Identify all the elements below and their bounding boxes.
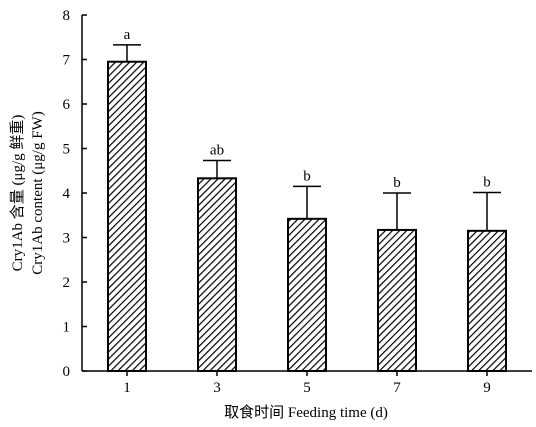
bar-3	[377, 228, 417, 372]
y-tick-label-5: 5	[63, 142, 71, 158]
bar-1	[197, 177, 237, 372]
bar-2	[287, 217, 327, 372]
significance-label-3: b	[393, 175, 401, 191]
significance-label-0: a	[124, 27, 131, 43]
x-tick-label-1: 3	[213, 380, 221, 396]
plot-area: 0 1 2 3 4 5 6 7 8 1 a 3 ab 5 b 7 b 9 b	[63, 8, 532, 396]
y-tick-label-4: 4	[63, 186, 71, 202]
y-tick-label-6: 6	[63, 97, 71, 113]
significance-label-1: ab	[210, 143, 224, 159]
x-tick-label-0: 1	[123, 380, 131, 396]
x-tick-label-3: 7	[393, 380, 401, 396]
y-tick-label-1: 1	[63, 320, 71, 336]
bar-4	[467, 229, 507, 372]
y-tick-label-8: 8	[63, 8, 71, 24]
significance-label-4: b	[483, 175, 491, 191]
x-tick-label-4: 9	[483, 380, 491, 396]
y-axis-label-en: Cry1Ab content (μg/g FW)	[30, 111, 46, 274]
y-tick-label-3: 3	[63, 231, 71, 247]
y-tick-label-0: 0	[63, 364, 71, 380]
x-tick-label-2: 5	[303, 380, 311, 396]
bar-0	[107, 60, 147, 372]
y-tick-label-2: 2	[63, 275, 71, 291]
y-tick-label-7: 7	[63, 53, 71, 69]
y-axis-label-cn: Cry1Ab 含量 (μg/g 鲜重)	[9, 115, 26, 272]
x-axis-label: 取食时间 Feeding time (d)	[224, 404, 388, 421]
significance-label-2: b	[303, 168, 311, 184]
